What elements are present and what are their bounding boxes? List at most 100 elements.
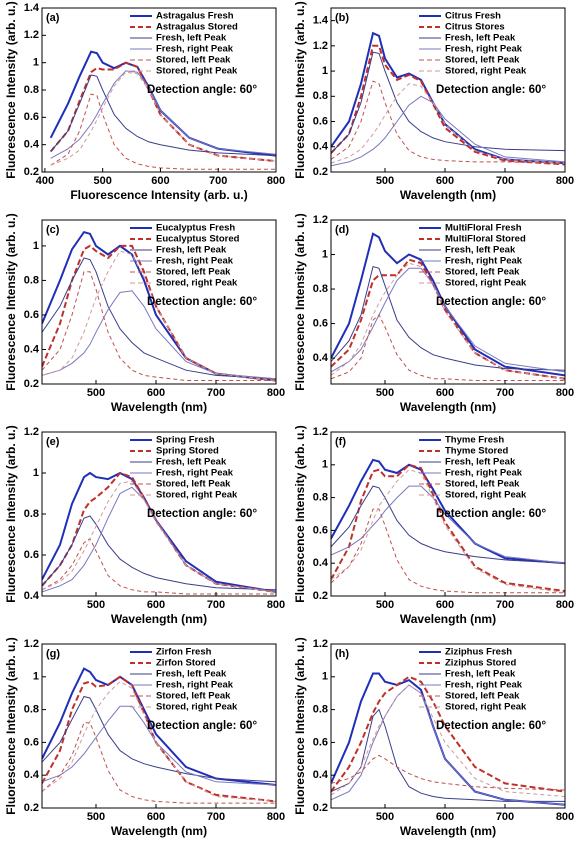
x-tick-label: 600: [436, 811, 454, 823]
x-tick-label: 700: [207, 387, 225, 399]
legend-label: MultiFloral Fresh: [445, 223, 522, 234]
y-tick-label: 0.4: [313, 352, 329, 364]
annotation: Detection angle: 60°: [147, 296, 257, 308]
y-tick-label: 0.2: [313, 166, 328, 178]
x-axis-label: Wavelength (nm): [400, 188, 496, 202]
x-axis-label: Wavelength (nm): [111, 824, 207, 838]
series-line: [331, 258, 565, 380]
legend-label: Stored, right Peak: [445, 702, 527, 713]
series-line: [42, 244, 276, 382]
y-tick-label: 1.2: [313, 638, 328, 650]
series-line: [49, 61, 276, 163]
x-tick-label: 700: [496, 387, 514, 399]
plot-frame: [330, 219, 566, 385]
y-axis-label: Fluorescence Intensity (arb. u.): [4, 637, 18, 814]
y-axis-label: Fluorescence Intensity (arb. u.): [293, 1, 307, 178]
y-tick-label: 0.4: [313, 769, 329, 781]
y-tick-label: 1: [322, 459, 328, 471]
y-tick-label: 0.6: [24, 111, 39, 123]
legend-label: Citrus Stores: [445, 22, 505, 33]
series-line: [331, 265, 565, 371]
x-tick-label: 800: [267, 387, 285, 399]
y-tick-label: 0.4: [313, 141, 329, 153]
legend-label: Eucalyptus Fresh: [156, 223, 235, 234]
x-tick-label: 800: [267, 811, 285, 823]
x-tick-label: 700: [209, 175, 227, 187]
y-tick-label: 1: [322, 248, 328, 260]
legend-label: Stored, left Peak: [445, 479, 520, 490]
y-tick-label: 0.2: [24, 378, 39, 390]
panel: 0.4 0.6 0.8 1 1.2 500 600 700 800 Wavelength (nm)…: [4, 425, 285, 626]
legend-label: Fresh, left Peak: [445, 33, 516, 44]
y-tick-label: 0.8: [24, 508, 39, 520]
legend-label: Thyme Stored: [445, 446, 509, 457]
annotation: Detection angle: 60°: [436, 296, 546, 308]
series-line: [42, 515, 276, 591]
series-line: [42, 705, 276, 786]
y-tick-label: 0.8: [24, 84, 39, 96]
y-tick-label: 0.4: [24, 139, 40, 151]
legend-label: Fresh, right Peak: [445, 256, 523, 267]
x-tick-label: 500: [87, 387, 105, 399]
annotation: Detection angle: 60°: [436, 84, 546, 96]
x-tick-label: 600: [436, 599, 454, 611]
series-line: [50, 74, 276, 157]
y-tick-label: 0.2: [313, 590, 328, 602]
x-axis-label: Wavelength (nm): [400, 612, 496, 626]
y-tick-label: 0.8: [313, 704, 328, 716]
x-tick-label: 500: [93, 175, 111, 187]
y-tick-label: 1.2: [24, 638, 39, 650]
legend-label: Stored, left Peak: [156, 479, 231, 490]
y-tick-label: 0.2: [313, 802, 328, 814]
x-tick-label: 700: [496, 599, 514, 611]
x-tick-label: 400: [36, 175, 54, 187]
plot-frame: [330, 431, 566, 597]
panel-label: (a): [46, 12, 60, 24]
series-line: [331, 262, 565, 380]
series-line: [331, 684, 565, 797]
plot-frame: [330, 7, 566, 173]
y-tick-label: 1: [33, 240, 39, 252]
plot-area: [42, 667, 276, 804]
y-tick-label: 0.2: [24, 166, 39, 178]
x-tick-label: 600: [147, 811, 165, 823]
y-tick-label: 0.8: [313, 90, 328, 102]
y-tick-label: 0.8: [313, 283, 328, 295]
legend-label: Stored, right Peak: [156, 702, 238, 713]
series-line: [331, 44, 565, 166]
y-tick-label: 0.4: [24, 590, 40, 602]
x-tick-label: 500: [376, 175, 394, 187]
x-tick-label: 800: [267, 175, 285, 187]
y-tick-label: 0.8: [24, 274, 39, 286]
legend-label: Fresh, right Peak: [156, 44, 234, 55]
legend-label: Fresh, right Peak: [156, 256, 234, 267]
y-tick-label: 0.8: [313, 492, 328, 504]
legend-label: Stored, right Peak: [445, 66, 527, 77]
x-tick-label: 800: [267, 599, 285, 611]
x-tick-label: 500: [87, 811, 105, 823]
panel-label: (c): [46, 224, 60, 236]
y-tick-label: 0.4: [24, 769, 40, 781]
x-tick-label: 500: [87, 599, 105, 611]
series-line: [42, 667, 276, 786]
series-line: [42, 471, 276, 593]
x-axis-label: Wavelength (nm): [111, 400, 207, 414]
y-tick-label: 1.2: [313, 426, 328, 438]
y-tick-label: 0.6: [313, 115, 328, 127]
legend-label: Stored, left Peak: [156, 55, 231, 66]
annotation: Detection angle: 60°: [147, 508, 257, 520]
legend-label: Stored, right Peak: [156, 490, 238, 501]
legend-label: Stored, left Peak: [445, 691, 520, 702]
x-tick-label: 600: [436, 387, 454, 399]
plot-area: [42, 471, 276, 595]
series-line: [331, 708, 565, 802]
plot-frame: [41, 643, 277, 809]
y-tick-label: 0.6: [313, 736, 328, 748]
x-tick-label: 600: [147, 599, 165, 611]
annotation: Detection angle: 60°: [147, 720, 257, 732]
x-tick-label: 600: [436, 175, 454, 187]
legend-label: Fresh, left Peak: [445, 457, 516, 468]
legend-label: Zirfon Fresh: [156, 647, 212, 658]
plot-area: [49, 50, 276, 170]
series-line: [42, 681, 276, 802]
